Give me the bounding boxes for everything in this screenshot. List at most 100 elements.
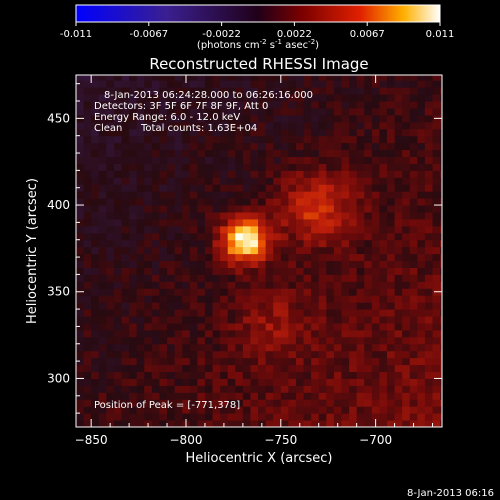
- heatmap-cell: [258, 75, 267, 81]
- heatmap-cell: [440, 392, 442, 400]
- heatmap-cell: [167, 322, 176, 331]
- heatmap-cell: [303, 274, 312, 282]
- heatmap-cell: [295, 316, 305, 324]
- heatmap-cell: [341, 246, 350, 255]
- heatmap-cell: [227, 336, 236, 345]
- heatmap-cell: [189, 128, 198, 137]
- heatmap-cell: [121, 142, 130, 151]
- heatmap-cell: [273, 295, 282, 303]
- heatmap-cell: [371, 142, 380, 151]
- heatmap-cell: [76, 357, 85, 366]
- heatmap-cell: [364, 309, 373, 317]
- heatmap-cell: [311, 357, 320, 366]
- heatmap-cell: [167, 357, 176, 366]
- heatmap-cell: [432, 149, 441, 157]
- heatmap-cell: [379, 399, 388, 407]
- heatmap-cell: [197, 371, 206, 379]
- heatmap-cell: [258, 309, 267, 317]
- heatmap-cell: [76, 260, 85, 268]
- heatmap-cell: [288, 205, 297, 213]
- heatmap-cell: [379, 128, 388, 137]
- heatmap-cell: [242, 371, 251, 379]
- heatmap-cell: [113, 281, 123, 289]
- heatmap-cell: [212, 385, 221, 393]
- heatmap-cell: [83, 232, 92, 241]
- heatmap-cell: [83, 156, 92, 164]
- heatmap-cell: [121, 211, 130, 220]
- heatmap-cell: [280, 406, 289, 414]
- heatmap-cell: [273, 420, 282, 427]
- heatmap-cell: [440, 246, 442, 255]
- heatmap-cell: [258, 121, 267, 130]
- heatmap-cell: [250, 371, 259, 379]
- heatmap-cell: [113, 420, 123, 427]
- heatmap-cell: [167, 239, 176, 248]
- heatmap-cell: [311, 288, 320, 296]
- heatmap-cell: [424, 350, 434, 359]
- heatmap-cell: [98, 322, 107, 331]
- heatmap-cell: [311, 246, 320, 255]
- heatmap-cell: [311, 322, 320, 331]
- heatmap-cell: [83, 246, 92, 255]
- heatmap-cell: [402, 198, 411, 206]
- heatmap-cell: [424, 107, 434, 116]
- heatmap-cell: [288, 246, 297, 255]
- heatmap-cell: [242, 163, 251, 171]
- heatmap-cell: [318, 121, 327, 130]
- colorbar-units-main: (photons cm: [197, 40, 260, 51]
- heatmap-cell: [121, 75, 130, 81]
- heatmap-cell: [91, 281, 100, 289]
- heatmap-cell: [167, 75, 176, 81]
- heatmap-cell: [76, 406, 85, 414]
- heatmap-cell: [151, 322, 160, 331]
- heatmap-cell: [288, 267, 297, 275]
- heatmap-cell: [364, 316, 373, 324]
- heatmap-cell: [409, 198, 418, 206]
- heatmap-cell: [440, 80, 442, 88]
- heatmap-cell: [280, 267, 289, 275]
- heatmap-cell: [417, 101, 426, 109]
- heatmap-cell: [424, 385, 434, 393]
- heatmap-cell: [318, 225, 327, 234]
- heatmap-cell: [387, 239, 396, 248]
- heatmap-cell: [91, 406, 100, 414]
- heatmap-cell: [364, 406, 373, 414]
- heatmap-cell: [311, 371, 320, 379]
- heatmap-cell: [91, 149, 100, 157]
- heatmap-cell: [424, 399, 434, 407]
- heatmap-cell: [295, 378, 305, 386]
- heatmap-cell: [326, 343, 335, 352]
- heatmap-cell: [402, 295, 411, 303]
- heatmap-cell: [151, 316, 160, 324]
- heatmap-cell: [424, 184, 434, 192]
- heatmap-cell: [212, 163, 221, 171]
- heatmap-cell: [174, 163, 183, 171]
- heatmap-cell: [204, 378, 214, 386]
- heatmap-cell: [333, 295, 342, 303]
- heatmap-cell: [250, 350, 259, 359]
- heatmap-cell: [76, 128, 85, 137]
- heatmap-cell: [402, 274, 411, 282]
- heatmap-cell: [371, 274, 380, 282]
- heatmap-cell: [167, 385, 176, 393]
- heatmap-cell: [204, 75, 214, 81]
- colorbar: -0.011 -0.0067 -0.0022 0.0022 0.0067 0.011 (p…: [60, 4, 454, 51]
- heatmap-cell: [379, 198, 388, 206]
- heatmap-cell: [387, 121, 396, 130]
- heatmap-cell: [174, 420, 183, 427]
- heatmap-cell: [280, 80, 289, 88]
- heatmap-cell: [288, 420, 297, 427]
- heatmap-cell: [151, 87, 160, 95]
- heatmap-cell: [189, 75, 198, 81]
- heatmap-cell: [273, 246, 282, 255]
- heatmap-cell: [98, 274, 107, 282]
- heatmap-cell: [356, 177, 365, 185]
- heatmap-cell: [288, 177, 297, 185]
- heatmap-cell: [167, 101, 176, 109]
- heatmap-cell: [356, 232, 365, 241]
- heatmap-cell: [250, 392, 259, 400]
- heatmap-cell: [387, 80, 396, 88]
- heatmap-cell: [204, 371, 214, 379]
- heatmap-cell: [417, 309, 426, 317]
- heatmap-cell: [318, 114, 327, 123]
